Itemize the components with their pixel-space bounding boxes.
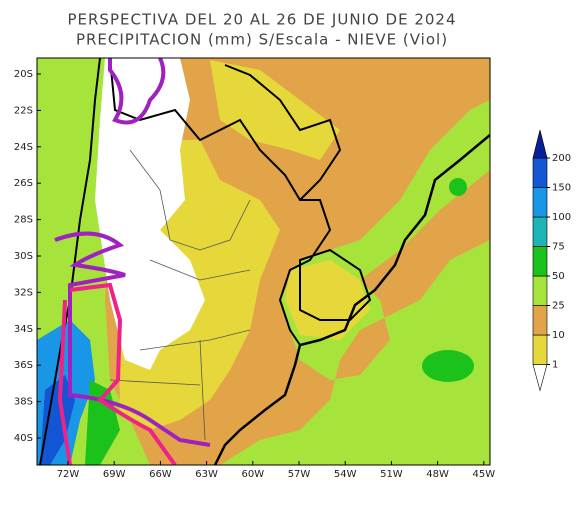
colorbar-label: 25 [552, 301, 565, 312]
colorbar-label: 75 [552, 242, 565, 253]
colorbar-segment [532, 275, 548, 306]
colorbar-label: 10 [552, 330, 565, 341]
colorbar-segment [532, 246, 548, 277]
lat-label: 34S [14, 324, 33, 335]
lat-label: 28S [14, 215, 33, 226]
lon-label: 57W [288, 469, 311, 480]
lat-label: 20S [14, 69, 33, 80]
lat-label: 30S [14, 251, 33, 262]
field [40, 375, 75, 465]
colorbar-segment [532, 364, 548, 392]
colorbar-segment [532, 334, 548, 365]
province-border [109, 149, 251, 441]
lon-label: 72W [57, 469, 80, 480]
colorbar-segment [532, 157, 548, 188]
lon-label: 51W [380, 469, 403, 480]
lat-label: 36S [14, 360, 33, 371]
lon-label: 45W [472, 469, 495, 480]
colorbar-segment [532, 187, 548, 218]
title-line: PRECIPITACION (mm) S/Escala - NIEVE (Vio… [76, 31, 448, 49]
snow-contour [57, 282, 177, 465]
lon-label: 60W [241, 469, 264, 480]
coastline [213, 134, 490, 465]
field [95, 58, 205, 370]
coastline [39, 58, 101, 465]
colorbar-label: 100 [552, 212, 571, 223]
map-frame [36, 57, 491, 466]
lon-label: 48W [426, 469, 449, 480]
colorbar: 1 10 25 50 75 100 150 200 [532, 129, 571, 392]
colorbar-label: 200 [552, 153, 571, 164]
title-line: PERSPECTIVA DEL 20 AL 26 DE JUNIO DE 202… [67, 11, 456, 29]
snow-contour [108, 58, 166, 125]
lat-label: 24S [14, 142, 33, 153]
snow-contour [54, 231, 211, 447]
field [210, 60, 340, 160]
map [37, 58, 490, 465]
lon-label: 63W [195, 469, 218, 480]
lat-label: 40S [14, 433, 33, 444]
colorbar-label: 1 [552, 360, 558, 371]
lon-label: 69W [103, 469, 126, 480]
colorbar-label: 50 [552, 271, 565, 282]
field [422, 350, 474, 382]
colorbar-segment [532, 129, 548, 159]
colorbar-segment [532, 305, 548, 336]
lon-label: 54W [334, 469, 357, 480]
lat-label: 26S [14, 178, 33, 189]
colorbar-segment [532, 216, 548, 247]
field [449, 178, 467, 196]
colorbar-label: 150 [552, 183, 571, 194]
lat-label: 22S [14, 105, 33, 116]
lat-label: 32S [14, 287, 33, 298]
lat-label: 38S [14, 397, 33, 408]
lon-label: 66W [149, 469, 172, 480]
border [109, 58, 372, 346]
